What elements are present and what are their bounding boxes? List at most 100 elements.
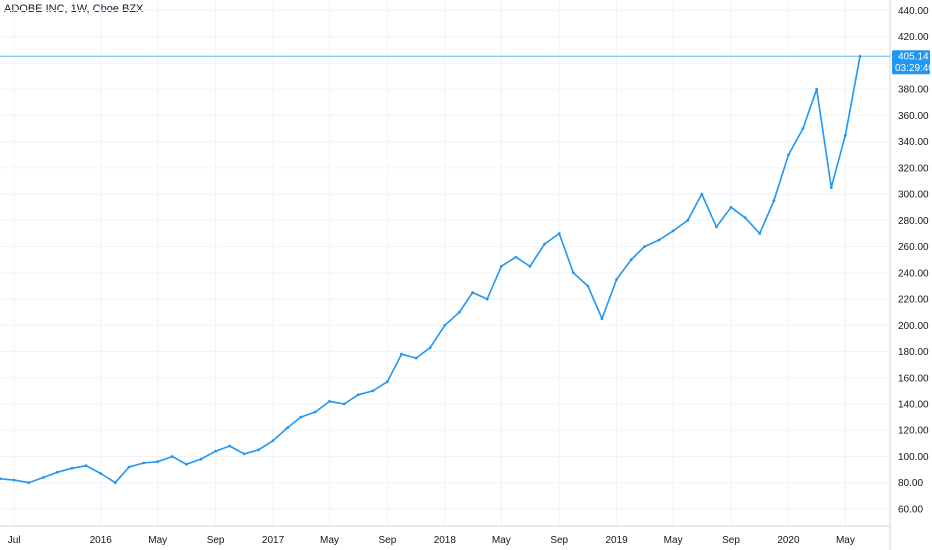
y-tick-label: 380.00	[898, 85, 929, 96]
data-point	[156, 460, 160, 464]
data-point	[499, 264, 503, 268]
data-point	[99, 472, 103, 475]
data-point	[815, 87, 819, 91]
data-point	[113, 481, 117, 485]
data-point	[643, 245, 646, 249]
x-tick-label: 2020	[777, 535, 800, 546]
series-points	[0, 55, 862, 485]
x-tick-label: 2018	[434, 535, 457, 546]
data-point	[314, 410, 317, 414]
data-point	[801, 127, 805, 130]
data-point	[657, 238, 661, 242]
price-axis[interactable]: 60.00 80.00 100.00 120.00 140.00 160.00 180.00…	[898, 6, 929, 515]
x-tick-label: May	[148, 535, 167, 546]
data-point	[485, 297, 489, 301]
data-point	[844, 133, 847, 137]
data-point	[600, 317, 604, 321]
x-tick-label: May	[492, 535, 511, 546]
data-point	[228, 444, 232, 448]
data-point	[199, 457, 203, 461]
data-point	[787, 153, 790, 157]
x-tick-label: Sep	[722, 535, 740, 546]
grid	[0, 0, 890, 526]
data-point	[286, 426, 289, 429]
y-tick-label: 240.00	[898, 268, 929, 279]
x-tick-label: May	[320, 535, 339, 546]
y-tick-label: 220.00	[898, 295, 929, 306]
data-point	[257, 448, 260, 452]
y-tick-label: 200.00	[898, 321, 929, 332]
y-tick-label: 120.00	[898, 426, 929, 437]
data-point	[758, 232, 762, 235]
y-tick-label: 280.00	[898, 216, 929, 227]
chart-title: ADOBE INC, 1W, Cboe BZX	[4, 3, 144, 15]
data-point	[629, 258, 633, 262]
data-point	[356, 393, 360, 397]
data-point	[41, 476, 45, 479]
data-point	[342, 402, 346, 406]
x-tick-label: 2017	[262, 535, 285, 546]
data-point	[586, 284, 590, 288]
data-point	[514, 255, 518, 259]
data-point	[127, 465, 131, 469]
data-point	[615, 278, 618, 281]
y-tick-label: 320.00	[898, 163, 929, 174]
data-point	[142, 461, 146, 465]
price-label-time: 03:29:40	[895, 63, 932, 74]
data-point	[743, 216, 747, 220]
x-tick-label: Sep	[379, 535, 397, 546]
y-tick-label: 180.00	[898, 347, 929, 358]
data-point	[170, 455, 174, 458]
data-point	[772, 199, 776, 203]
data-point	[428, 346, 432, 349]
data-point	[386, 380, 389, 384]
data-point	[715, 225, 718, 229]
y-tick-label: 160.00	[898, 373, 929, 384]
data-point	[328, 400, 331, 403]
y-tick-label: 440.00	[898, 6, 929, 17]
x-tick-label: 2016	[90, 535, 113, 546]
data-point	[242, 452, 246, 456]
y-tick-label: 60.00	[898, 504, 923, 515]
data-point	[443, 323, 447, 327]
price-label-value: 405.14	[898, 52, 929, 63]
data-point	[84, 464, 88, 468]
data-point	[571, 271, 575, 275]
data-point	[700, 192, 704, 196]
price-label-box	[892, 50, 930, 75]
data-point	[371, 389, 375, 393]
data-point	[56, 470, 59, 474]
x-tick-label: May	[664, 535, 683, 546]
x-tick-label: May	[836, 535, 855, 546]
data-point	[671, 229, 675, 233]
data-point	[70, 466, 74, 470]
data-point	[414, 356, 418, 360]
data-point	[528, 264, 532, 268]
data-point	[543, 242, 546, 246]
data-point	[214, 449, 218, 453]
data-point	[271, 439, 275, 443]
data-point	[27, 481, 31, 485]
y-tick-label: 420.00	[898, 32, 929, 43]
data-point	[829, 186, 833, 190]
data-point	[858, 55, 862, 58]
x-tick-label: Sep	[550, 535, 568, 546]
data-point	[458, 310, 461, 314]
data-point	[686, 219, 690, 222]
y-tick-label: 140.00	[898, 400, 929, 411]
price-label: 405.14 03:29:40	[892, 50, 932, 75]
y-tick-label: 360.00	[898, 111, 929, 122]
x-tick-label: Jul	[8, 535, 21, 546]
data-point	[12, 478, 16, 482]
y-tick-label: 300.00	[898, 190, 929, 201]
y-tick-label: 340.00	[898, 137, 929, 148]
y-tick-label: 100.00	[898, 452, 929, 463]
x-tick-label: 2019	[606, 535, 629, 546]
time-axis[interactable]: Jul 2016 May Sep 2017 May Sep 2018 May Sep 2019 May…	[8, 535, 855, 546]
data-point	[471, 291, 474, 294]
data-point	[185, 462, 188, 466]
y-tick-label: 80.00	[898, 478, 923, 489]
data-point	[299, 415, 303, 419]
data-point	[400, 352, 403, 356]
